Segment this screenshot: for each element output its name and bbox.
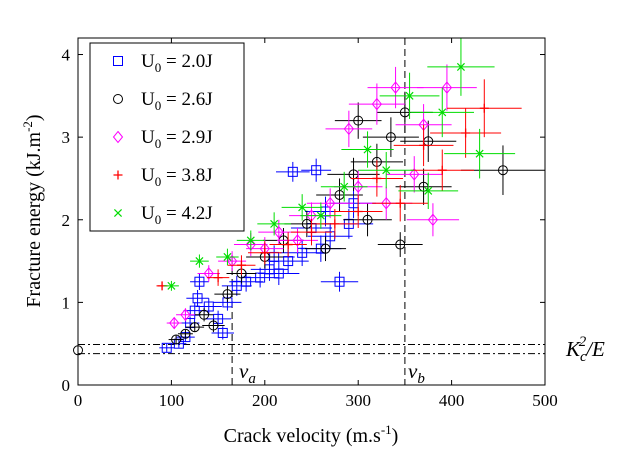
kc-label: Kc2/E bbox=[565, 334, 605, 365]
data-point bbox=[287, 166, 298, 177]
data-point bbox=[419, 140, 429, 150]
data-point bbox=[246, 236, 255, 245]
data-point bbox=[270, 219, 279, 228]
x-tick-label: 400 bbox=[439, 391, 465, 410]
data-point bbox=[381, 196, 392, 210]
legend-marker bbox=[113, 56, 123, 66]
series-5 bbox=[163, 38, 516, 291]
data-point bbox=[409, 168, 420, 181]
data-point bbox=[199, 309, 210, 320]
data-series bbox=[73, 38, 545, 356]
data-point bbox=[192, 293, 203, 304]
series-2 bbox=[73, 91, 545, 356]
data-point bbox=[213, 273, 223, 283]
data-point bbox=[385, 132, 396, 143]
data-point bbox=[424, 186, 433, 195]
data-point bbox=[283, 240, 293, 250]
data-point bbox=[307, 227, 316, 237]
data-point bbox=[320, 243, 331, 254]
data-point bbox=[273, 268, 284, 279]
x-tick-label: 200 bbox=[252, 391, 278, 410]
series-4 bbox=[156, 79, 522, 291]
y-tick-label: 1 bbox=[62, 293, 71, 312]
legend: U0 = 2.0J U0 = 2.6J U0 = 2.9J U0 = 3.8J U0 =… bbox=[89, 42, 245, 232]
data-point bbox=[311, 165, 322, 176]
data-point bbox=[189, 322, 200, 333]
legend-entry: U0 = 2.6J bbox=[141, 89, 213, 113]
y-tick-label: 0 bbox=[62, 376, 71, 395]
x-tick-label: 100 bbox=[159, 391, 185, 410]
data-point bbox=[382, 166, 391, 175]
y-tick-label: 2 bbox=[62, 211, 71, 230]
data-point bbox=[161, 342, 172, 353]
data-point bbox=[180, 328, 191, 339]
data-point bbox=[395, 239, 406, 250]
data-point bbox=[273, 225, 284, 239]
data-point bbox=[208, 320, 219, 331]
data-point bbox=[497, 165, 508, 176]
data-point bbox=[260, 248, 270, 258]
data-point bbox=[330, 219, 340, 229]
data-point bbox=[437, 165, 447, 175]
data-point bbox=[169, 316, 180, 330]
data-point bbox=[461, 128, 471, 138]
va-label: va bbox=[239, 359, 256, 387]
data-point bbox=[475, 149, 484, 158]
x-tick-label: 300 bbox=[345, 391, 371, 410]
axis-ticks: 0 100 200 300 400 500 0 1 2 3 4 bbox=[62, 38, 558, 410]
axes-frame bbox=[77, 37, 546, 386]
data-point bbox=[405, 91, 414, 100]
x-tick-label: 0 bbox=[74, 391, 83, 410]
data-point bbox=[236, 260, 246, 270]
data-point bbox=[195, 257, 204, 266]
data-point bbox=[372, 173, 382, 183]
data-point bbox=[441, 81, 453, 94]
data-point bbox=[438, 108, 447, 117]
y-tick-label: 3 bbox=[62, 128, 71, 147]
data-point bbox=[203, 267, 214, 280]
y-axis-label: Fracture energy (kJ.m-2) bbox=[20, 114, 45, 307]
legend-entry: U0 = 4.2J bbox=[141, 203, 213, 227]
legend-entry: U0 = 3.8J bbox=[141, 165, 213, 189]
data-point bbox=[456, 62, 465, 71]
legend-marker bbox=[113, 170, 123, 180]
data-point bbox=[340, 182, 349, 191]
data-point bbox=[222, 289, 233, 300]
vb-label: vb bbox=[408, 359, 425, 387]
legend-entry: U0 = 2.0J bbox=[141, 51, 213, 75]
data-point bbox=[343, 122, 355, 136]
data-point bbox=[334, 276, 345, 287]
data-point bbox=[171, 334, 182, 345]
data-point bbox=[479, 103, 489, 113]
data-point bbox=[298, 203, 307, 212]
data-point bbox=[194, 276, 205, 287]
data-point bbox=[371, 97, 383, 111]
data-point bbox=[316, 211, 325, 220]
legend-marker bbox=[113, 94, 123, 104]
legend-entry: U0 = 2.9J bbox=[141, 127, 213, 151]
data-point bbox=[390, 81, 401, 94]
data-point bbox=[203, 301, 214, 312]
data-point bbox=[362, 214, 373, 225]
x-tick-label: 500 bbox=[532, 391, 558, 410]
data-point bbox=[325, 196, 336, 210]
data-point bbox=[223, 252, 232, 261]
legend-marker bbox=[113, 208, 123, 218]
data-point bbox=[292, 234, 303, 247]
data-point bbox=[353, 115, 364, 126]
data-point bbox=[353, 207, 363, 216]
data-point bbox=[180, 308, 191, 322]
x-axis-label: Crack velocity (m.s-1) bbox=[224, 422, 399, 447]
data-point bbox=[427, 213, 439, 227]
data-point bbox=[395, 198, 405, 208]
data-point bbox=[353, 180, 364, 194]
data-point bbox=[167, 281, 176, 290]
data-point bbox=[217, 327, 228, 338]
legend-box bbox=[89, 42, 245, 232]
legend-marker bbox=[112, 130, 124, 144]
y-tick-label: 4 bbox=[62, 46, 71, 65]
data-point bbox=[363, 145, 372, 154]
